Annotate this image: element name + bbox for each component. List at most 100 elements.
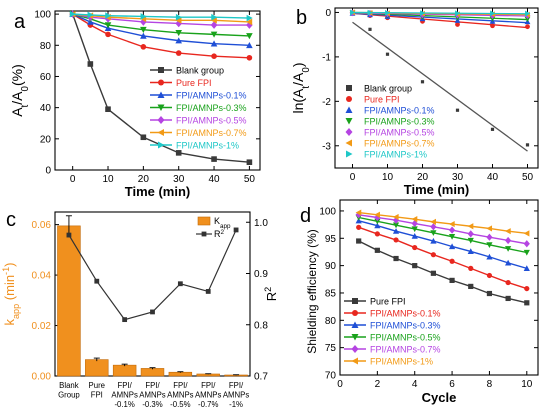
data-point bbox=[393, 237, 399, 243]
x-tick-label: -0.5% bbox=[170, 400, 190, 409]
legend-label: Pure FPI bbox=[176, 78, 212, 88]
label-part: app bbox=[11, 304, 21, 319]
x-tick-label: FPI/ bbox=[117, 381, 132, 390]
data-point bbox=[505, 259, 512, 266]
data-point bbox=[523, 230, 530, 237]
label-part: 0 bbox=[301, 67, 312, 73]
r2-point bbox=[233, 227, 239, 233]
label-part: /A bbox=[9, 91, 25, 105]
legend-marker bbox=[346, 85, 352, 91]
x-tick-label: FPI/ bbox=[229, 381, 244, 390]
data-point bbox=[392, 228, 400, 234]
data-point bbox=[490, 127, 495, 131]
y-tick-label: 90 bbox=[325, 261, 337, 272]
data-point bbox=[87, 61, 94, 67]
legend-item: FPI/AMNPs-0.7% bbox=[150, 128, 247, 138]
series bbox=[355, 217, 530, 271]
data-point bbox=[525, 143, 530, 147]
data-point bbox=[430, 237, 437, 244]
data-point bbox=[525, 10, 531, 17]
data-point bbox=[393, 255, 399, 262]
legend-label: FPI/AMNPs-0.3% bbox=[176, 103, 247, 113]
data-point bbox=[211, 156, 217, 162]
y-tick-label: -2 bbox=[322, 97, 331, 108]
legend-label: Pure FPI bbox=[370, 297, 406, 307]
data-point bbox=[505, 236, 512, 245]
bar bbox=[112, 364, 137, 377]
y2-tick-label: 0.9 bbox=[254, 269, 268, 280]
legend-label: FPI/AMNPs-0.7% bbox=[364, 139, 435, 149]
legend-label: Pure FPI bbox=[364, 95, 400, 105]
data-point bbox=[490, 23, 495, 29]
data-point bbox=[350, 9, 356, 16]
legend-marker bbox=[157, 91, 165, 98]
legend-marker bbox=[351, 357, 358, 365]
data-point bbox=[368, 27, 372, 31]
data-point bbox=[140, 134, 147, 141]
bar bbox=[140, 368, 165, 377]
label-part: t bbox=[20, 104, 31, 107]
data-point bbox=[210, 21, 218, 29]
bar bbox=[85, 359, 109, 377]
legend-label: FPI/AMNPs-0.7% bbox=[176, 128, 247, 138]
x-tick-label: 0 bbox=[350, 172, 356, 183]
legend-item: Blank group bbox=[150, 66, 224, 76]
x-tick-label: FPI bbox=[91, 391, 103, 400]
series bbox=[350, 11, 530, 152]
x-tick-label: 10 bbox=[382, 172, 394, 183]
y-tick-label: 40 bbox=[40, 103, 52, 114]
x-tick-label: 4 bbox=[412, 379, 418, 390]
fit-line bbox=[352, 21, 528, 152]
x-tick-label: -0.3% bbox=[142, 400, 162, 409]
x-tick-label: FPI/ bbox=[145, 381, 160, 390]
legend-item: FPI/AMNPs-0.5% bbox=[344, 333, 441, 343]
data-point bbox=[210, 40, 218, 47]
legend-label: FPI/AMNPs-0.7% bbox=[370, 345, 441, 355]
legend-item: Pure FPI bbox=[150, 78, 212, 88]
legend-marker bbox=[158, 67, 164, 73]
panel-label: d bbox=[300, 205, 311, 227]
data-point bbox=[448, 243, 456, 250]
data-point bbox=[374, 218, 381, 225]
legend-label: FPI/AMNPs-1% bbox=[176, 141, 239, 151]
data-point bbox=[448, 220, 455, 228]
x-tick-label: 0 bbox=[70, 174, 76, 185]
fit-line bbox=[352, 11, 528, 15]
label-part: t bbox=[301, 86, 312, 89]
y-tick-label: 0.06 bbox=[32, 220, 52, 231]
panel-label: a bbox=[14, 11, 26, 33]
y-tick-label: 0.00 bbox=[32, 372, 52, 383]
legend-marker bbox=[345, 139, 352, 147]
r2-point bbox=[177, 281, 183, 287]
legend-label: Blank group bbox=[176, 66, 224, 76]
data-point bbox=[175, 17, 182, 24]
data-point bbox=[356, 224, 362, 230]
legend-item: FPI/AMNPs-1% bbox=[150, 141, 239, 151]
x-tick-label: 20 bbox=[138, 174, 150, 185]
r2-point bbox=[94, 278, 100, 284]
y-axis-label: ln(At/A0) bbox=[290, 63, 312, 114]
label-part: K bbox=[214, 216, 220, 226]
y-tick-label: 0 bbox=[45, 166, 51, 177]
y-tick-label: 20 bbox=[40, 134, 52, 145]
data-point bbox=[246, 18, 253, 26]
data-point bbox=[246, 21, 253, 29]
data-point bbox=[356, 238, 362, 244]
y-tick-label: 80 bbox=[325, 316, 337, 327]
legend-label: FPI/AMNPs-1% bbox=[370, 357, 433, 367]
data-point bbox=[140, 32, 147, 39]
r2-point bbox=[205, 289, 211, 294]
data-point bbox=[105, 106, 111, 113]
legend-label: FPI/AMNPs-0.5% bbox=[176, 116, 247, 126]
r2-point bbox=[66, 232, 72, 238]
y2-tick-label: 0.7 bbox=[254, 372, 268, 383]
data-point bbox=[523, 240, 530, 248]
label-part: 2 bbox=[221, 229, 225, 236]
data-point bbox=[455, 10, 461, 17]
x-tick-label: 20 bbox=[417, 172, 429, 183]
y-tick-label: 0.04 bbox=[32, 271, 52, 282]
x-tick-label: 30 bbox=[173, 174, 185, 185]
